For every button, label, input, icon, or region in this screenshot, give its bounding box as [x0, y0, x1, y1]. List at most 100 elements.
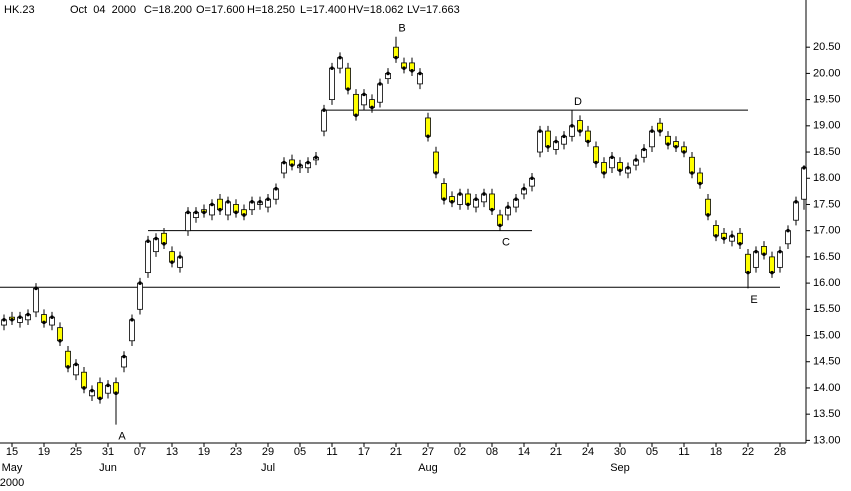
- close-dot: [50, 315, 54, 319]
- y-tick-label: 20.50: [813, 41, 841, 53]
- y-tick-label: 16.00: [813, 277, 841, 289]
- close-dot: [338, 55, 342, 60]
- close-dot: [586, 139, 590, 144]
- close-dot: [754, 249, 758, 254]
- close-dot: [282, 160, 286, 165]
- candle-body: [777, 251, 783, 268]
- close-dot: [714, 234, 718, 238]
- candle-body: [145, 240, 151, 274]
- close-dot: [426, 134, 430, 139]
- close-dot: [650, 129, 654, 133]
- header-info: H=18.250: [247, 4, 295, 16]
- x-tick-label: 21: [550, 446, 562, 458]
- y-tick-label: 16.50: [813, 251, 841, 263]
- y-tick-label: 19.00: [813, 120, 841, 132]
- header-info: HK.23: [4, 4, 35, 16]
- close-dot: [490, 207, 494, 212]
- close-dot: [114, 391, 118, 395]
- x-tick-label: 28: [774, 446, 786, 458]
- x-tick-label: 05: [294, 446, 306, 458]
- close-dot: [498, 223, 502, 228]
- year-label: 2000: [0, 477, 24, 489]
- x-tick-label: 18: [710, 446, 722, 458]
- close-dot: [362, 92, 366, 97]
- x-tick-label: 11: [326, 446, 337, 458]
- x-tick-label: 08: [486, 446, 498, 458]
- close-dot: [394, 55, 398, 60]
- candle-body: [785, 230, 791, 245]
- close-dot: [250, 200, 254, 204]
- y-tick-label: 14.50: [813, 356, 841, 368]
- candle-body: [705, 198, 711, 216]
- close-dot: [778, 249, 782, 254]
- candle-body: [793, 201, 799, 221]
- close-dot: [130, 317, 134, 322]
- close-dot: [530, 176, 534, 181]
- x-tick-label: 17: [358, 446, 370, 458]
- close-dot: [266, 197, 270, 202]
- candle-body: [425, 117, 431, 137]
- header-info: Oct 04 2000: [70, 4, 136, 16]
- x-tick-label: 24: [582, 446, 594, 458]
- close-dot: [474, 197, 478, 202]
- close-dot: [458, 192, 462, 196]
- close-dot: [610, 155, 614, 160]
- candle-body: [769, 256, 775, 274]
- close-dot: [138, 281, 142, 285]
- x-tick-label: 15: [6, 446, 18, 458]
- candle-body: [81, 371, 87, 389]
- x-tick-label: 29: [262, 446, 274, 458]
- close-dot: [442, 197, 446, 202]
- candle-body: [65, 350, 71, 368]
- close-dot: [34, 286, 38, 291]
- candle-body: [649, 130, 655, 148]
- x-tick-label: 05: [646, 446, 658, 458]
- y-tick-label: 18.50: [813, 146, 841, 158]
- close-dot: [42, 320, 46, 325]
- close-dot: [570, 124, 574, 128]
- close-dot: [538, 129, 542, 133]
- close-dot: [386, 71, 390, 76]
- close-dot: [730, 234, 734, 238]
- close-dot: [514, 197, 518, 202]
- month-label: Sep: [610, 462, 630, 474]
- close-dot: [330, 66, 334, 70]
- candle-body: [745, 253, 751, 274]
- close-dot: [2, 317, 6, 322]
- y-tick-label: 18.00: [813, 172, 841, 184]
- close-dot: [546, 144, 550, 149]
- close-dot: [626, 165, 630, 170]
- month-label: Jul: [261, 462, 275, 474]
- candle-body: [321, 109, 327, 132]
- header-info: LV=17.663: [407, 4, 460, 16]
- y-tick-label: 17.00: [813, 225, 841, 237]
- close-dot: [722, 236, 726, 241]
- close-dot: [522, 186, 526, 191]
- close-dot: [234, 210, 238, 215]
- close-dot: [658, 129, 662, 133]
- close-dot: [674, 144, 678, 149]
- candle-body: [57, 327, 63, 342]
- close-dot: [482, 192, 486, 196]
- close-dot: [146, 239, 150, 243]
- close-dot: [554, 139, 558, 144]
- close-dot: [746, 270, 750, 275]
- x-tick-label: 31: [102, 446, 114, 458]
- close-dot: [202, 210, 206, 215]
- close-dot: [506, 205, 510, 209]
- close-dot: [82, 386, 86, 390]
- close-dot: [298, 163, 302, 167]
- candle-body: [33, 287, 39, 313]
- candle-body: [433, 151, 439, 174]
- close-dot: [290, 163, 294, 167]
- header-info: L=17.400: [300, 4, 346, 16]
- close-dot: [354, 113, 358, 118]
- candle-body: [153, 238, 159, 253]
- close-dot: [98, 396, 102, 401]
- y-tick-label: 13.00: [813, 434, 841, 446]
- x-tick-label: 13: [166, 446, 178, 458]
- candle-body: [137, 282, 143, 310]
- close-dot: [634, 158, 638, 162]
